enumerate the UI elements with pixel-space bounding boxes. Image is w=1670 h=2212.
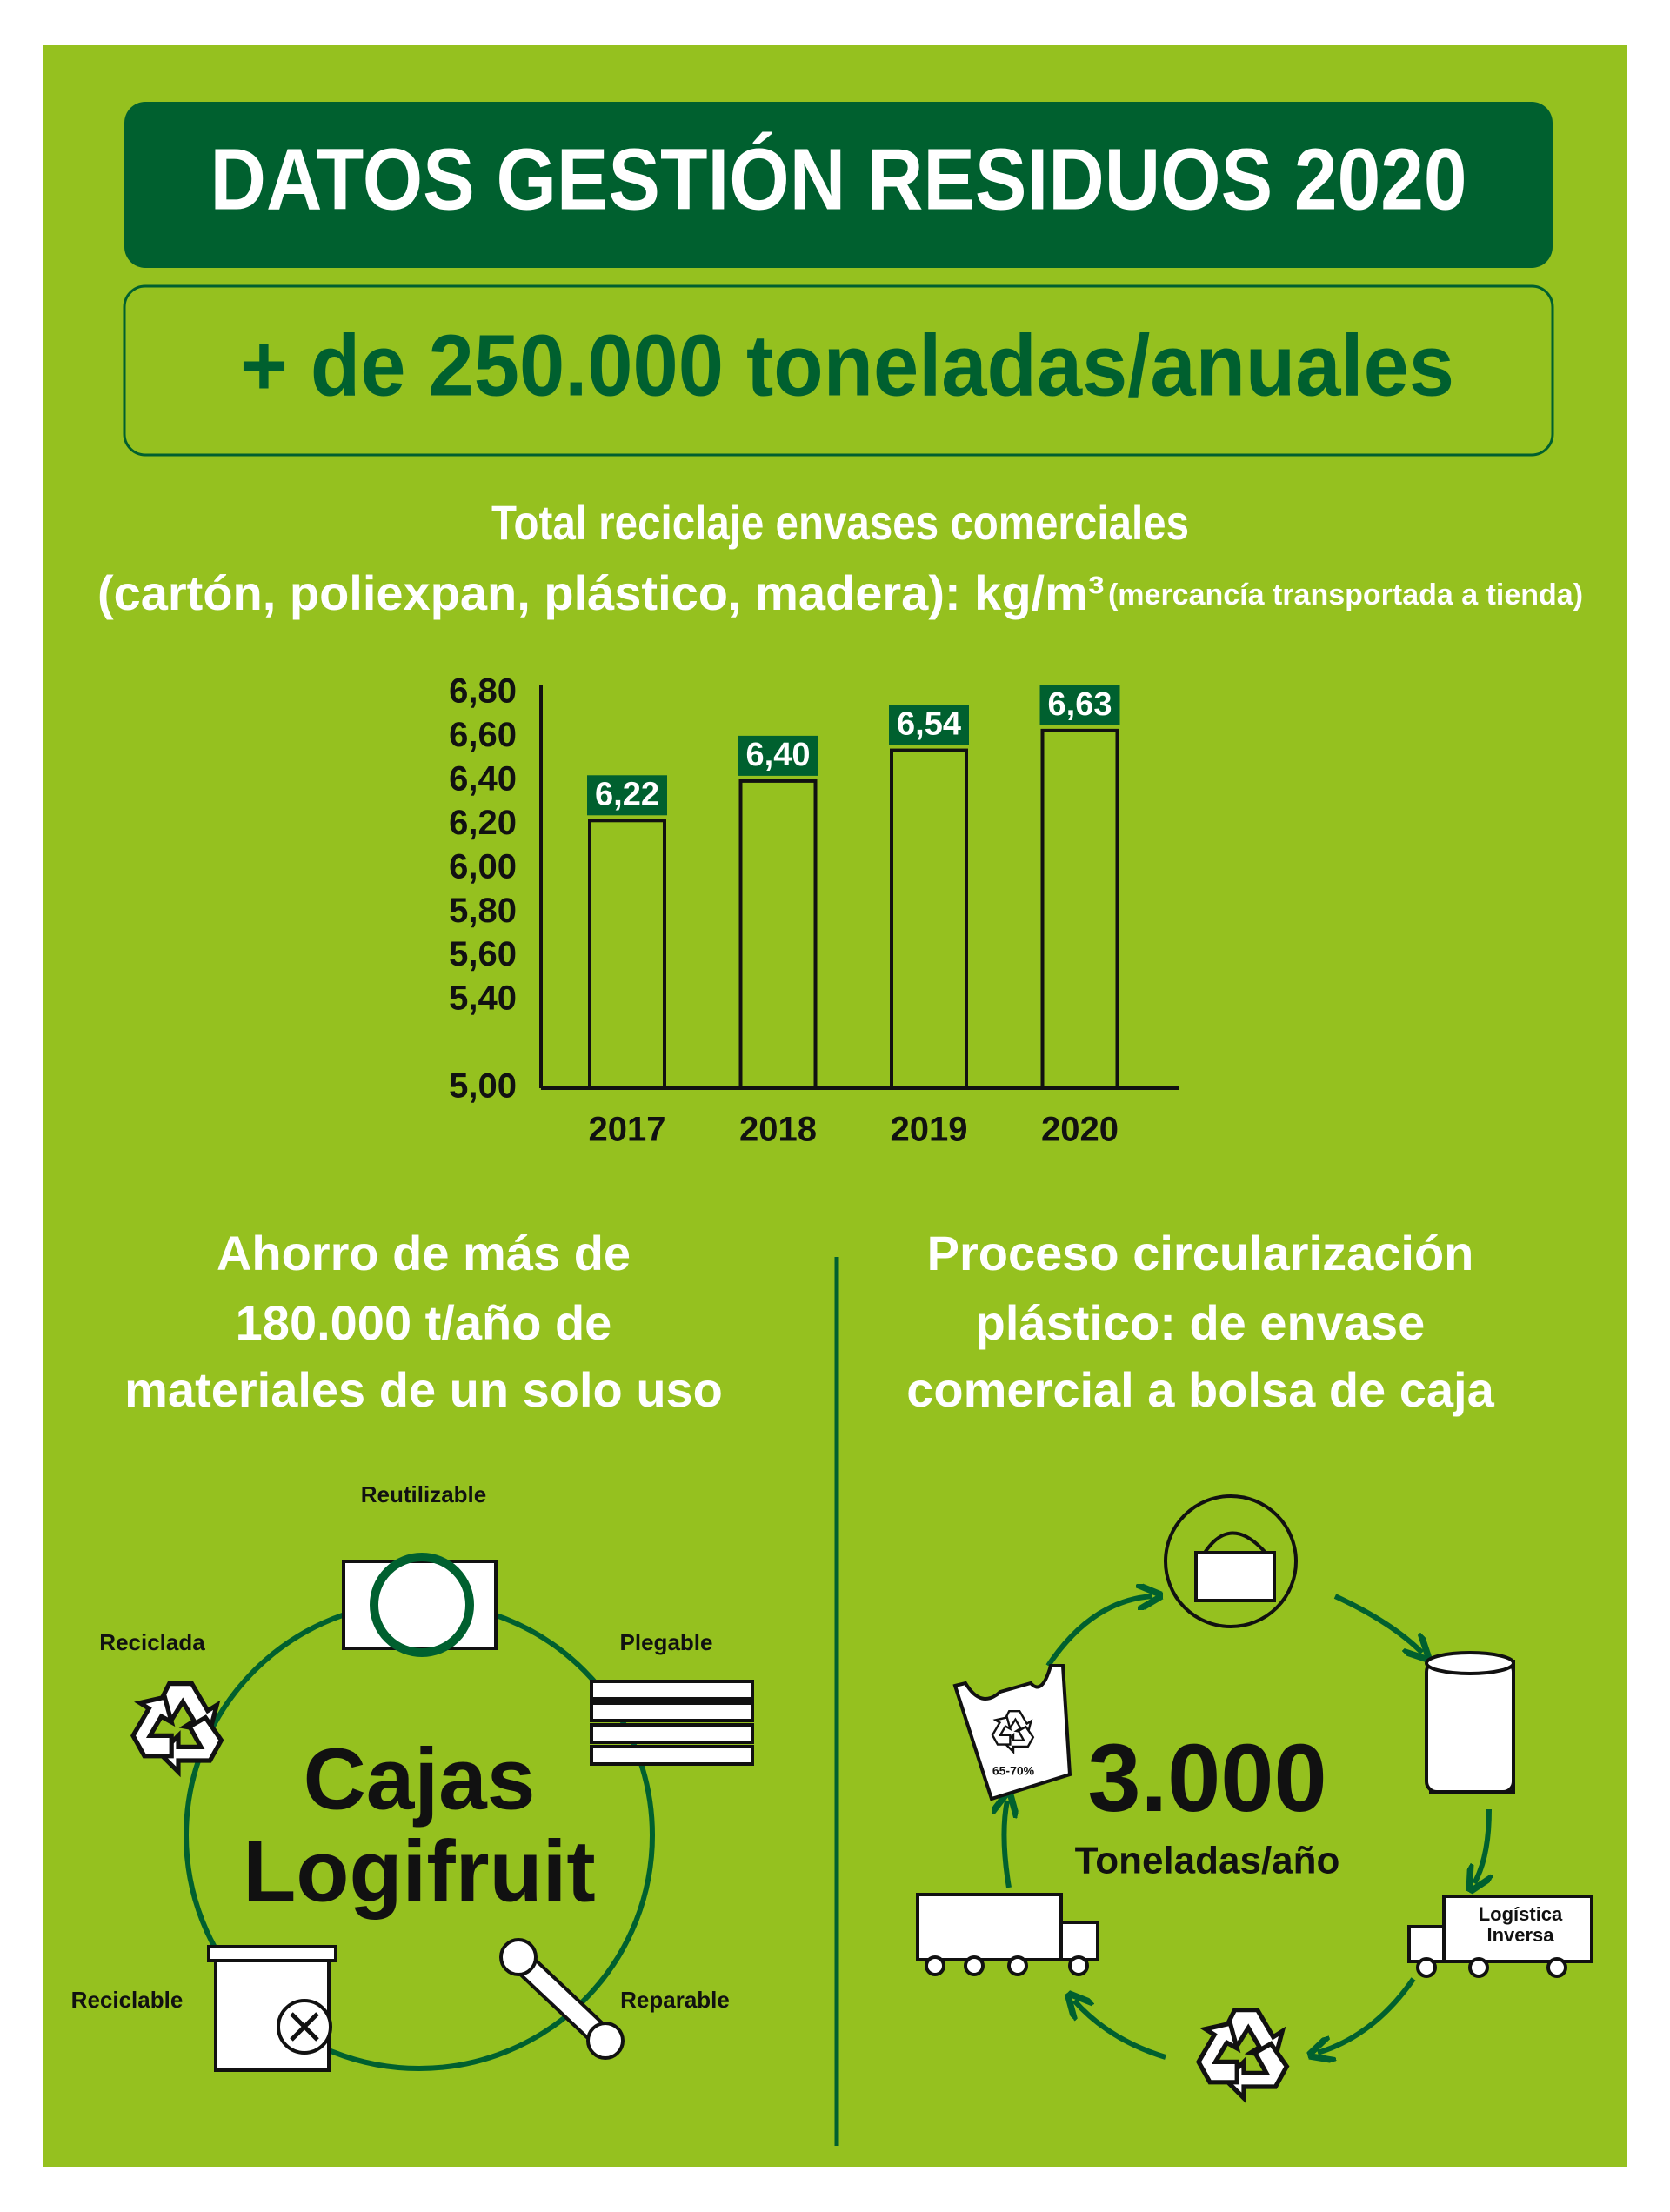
foldable-icon (590, 1680, 754, 1766)
y-tick-label: 6,80 (449, 672, 517, 711)
value-label-box (587, 775, 667, 816)
truck-label: Inversa (1486, 1924, 1554, 1946)
heading-line: materiales de un solo uso (124, 1362, 723, 1417)
x-tick-label: 2020 (1041, 1111, 1119, 1149)
cycle-label: Reutilizable (361, 1481, 486, 1507)
heading-line: comercial a bolsa de caja (906, 1362, 1494, 1417)
cycle-labels: Reutilizable Plegable Reparable Reciclab… (71, 1481, 730, 2013)
title-box (124, 102, 1553, 268)
y-tick-label: 6,00 (449, 847, 517, 885)
center-label: Logifruit (243, 1822, 595, 1920)
cycle-label: Reparable (620, 1987, 730, 2013)
y-tick-label: 5,80 (449, 892, 517, 930)
chart-note: (mercancía transportada a tienda) (1108, 578, 1583, 611)
bag-label: 65-70% (992, 1764, 1035, 1778)
cycle-arrows (1004, 1596, 1489, 2057)
left-heading: Ahorro de más de 180.000 t/año de materi… (124, 1226, 723, 1417)
chart-subtitle-line: (cartón, poliexpan, plástico, madera): k… (97, 565, 1583, 620)
center-unit: Toneladas/año (1075, 1840, 1340, 1882)
wrench-icon (499, 1938, 625, 2060)
value-label: 6,22 (595, 776, 659, 812)
center-label: Cajas (304, 1730, 536, 1828)
truck-icon (916, 1893, 1099, 1976)
right-heading: Proceso circularización plástico: de env… (906, 1226, 1494, 1417)
x-tick-label: 2018 (739, 1111, 817, 1149)
reusable-icon (342, 1553, 498, 1657)
heading-line: plástico: de envase (976, 1295, 1426, 1350)
bar (588, 819, 666, 1090)
cycle-label: Reciclable (71, 1987, 184, 2013)
bar (738, 779, 818, 1091)
subtitle: + de 250.000 toneladas/anuales (240, 317, 1454, 414)
heading-line: Ahorro de más de (217, 1226, 631, 1280)
reverse-logistics-truck: Logística Inversa (1407, 1895, 1593, 1978)
basket-icon (1164, 1494, 1298, 1628)
paper-roll-icon (1425, 1651, 1515, 1794)
chart-title: Total reciclaje envases comerciales (491, 495, 1189, 550)
heading-line: 180.000 t/año de (236, 1295, 612, 1350)
y-tick-label: 6,40 (449, 759, 517, 798)
cycle-label: Plegable (620, 1629, 713, 1655)
value-label-box (738, 735, 818, 776)
y-tick-label: 5,00 (449, 1067, 517, 1106)
x-tick-label: 2019 (891, 1111, 968, 1149)
bag-icon: 65-70% (952, 1664, 1072, 1801)
bar (1040, 728, 1119, 1091)
y-tick-label: 6,20 (449, 804, 517, 842)
center-figure: 3.000 (1087, 1725, 1326, 1832)
subtitle-box (123, 284, 1554, 457)
truck-label: Logística (1479, 1903, 1563, 1925)
value-label: 6,63 (1048, 686, 1112, 723)
y-tick-label: 6,60 (449, 716, 517, 754)
y-tick-label: 5,60 (449, 935, 517, 973)
bin-icon (207, 1945, 337, 2072)
chart-subtitle: (cartón, poliexpan, plástico, madera): k… (97, 565, 1105, 620)
y-tick-label: 5,40 (449, 979, 517, 1018)
title: DATOS GESTIÓN RESIDUOS 2020 (210, 130, 1467, 228)
heading-line: Proceso circularización (927, 1226, 1474, 1280)
value-label-box (889, 705, 969, 745)
cycle-label: Reciclada (99, 1629, 205, 1655)
value-label-box (1039, 685, 1120, 725)
value-label: 6,54 (897, 706, 961, 743)
bar-chart: 5,00 5,40 5,60 5,80 6,00 6,20 6,40 6,60 6,80 6,22… (449, 672, 1179, 1149)
x-tick-label: 2017 (589, 1111, 666, 1149)
bar (890, 748, 968, 1090)
value-label: 6,40 (746, 737, 811, 773)
